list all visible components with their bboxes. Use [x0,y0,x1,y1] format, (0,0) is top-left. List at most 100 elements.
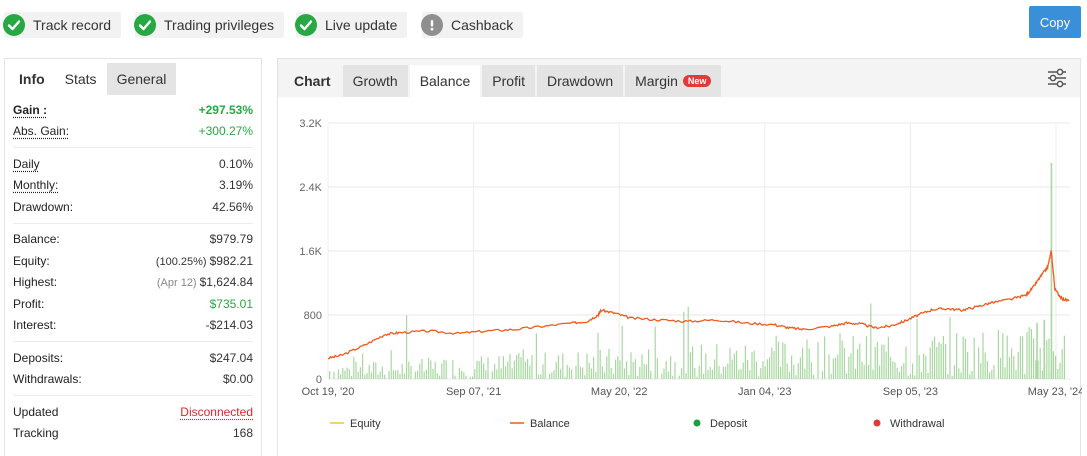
volume-bar [1052,351,1054,379]
volume-bar [804,368,806,379]
volume-bar [747,359,749,379]
stat-equity: Equity: (100.25%) $982.21 [13,250,253,272]
stat-value: 3.19% [218,178,253,193]
volume-bar [667,371,669,379]
volume-bar [436,373,438,379]
stat-label: Balance: [13,232,60,247]
stat-interest: Interest: -$214.03 [13,315,253,337]
volume-bar [461,370,463,379]
volume-bar [993,364,995,379]
volume-bar [531,355,533,379]
volume-bar [491,371,493,379]
tab-profit[interactable]: Profit [482,65,535,97]
volume-bar [494,364,496,379]
volume-bar [337,369,339,379]
stat-label: Interest: [13,318,57,333]
volume-bar [1063,335,1065,379]
volume-bar [685,373,687,379]
y-tick-label: 800 [304,310,322,322]
volume-bar [588,362,590,379]
volume-bar [562,353,564,379]
volume-bar [683,311,685,379]
tab-growth[interactable]: Growth [342,65,408,97]
stat-value: +297.53% [198,102,253,117]
volume-bar [560,369,562,379]
volume-bar [769,357,771,379]
badge-track-record[interactable]: Track record [3,12,122,38]
volume-bar [342,367,344,379]
status-badge[interactable]: Disconnected [180,404,253,419]
stat-label: Tracking [13,426,59,441]
tab-drawdown[interactable]: Drawdown [536,65,624,97]
stat-tracking: Tracking 168 [13,423,253,445]
volume-bar [368,364,370,379]
stat-label: Withdrawals: [13,372,82,387]
tab-balance[interactable]: Balance [409,65,481,97]
volume-bar [934,336,936,379]
stat-deposits: Deposits: $247.04 [13,347,253,369]
deposit-spike [1043,319,1046,379]
volume-bar [458,367,460,379]
tab-stats[interactable]: Stats [54,63,107,95]
volume-bar [938,342,940,379]
stat-label[interactable]: Daily [13,156,40,171]
volume-bar [595,372,597,379]
volume-bar [749,370,751,379]
stat-label[interactable]: Monthly: [13,178,59,193]
volume-bar [353,356,355,379]
volume-bar [795,375,797,379]
volume-bar [984,352,986,379]
balance-line [328,249,1070,360]
volume-bar [1057,368,1059,379]
tab-general[interactable]: General [106,63,177,95]
volume-bar [544,352,546,379]
stat-label: Drawdown: [13,199,74,214]
volume-bar [441,363,443,379]
volume-bar [914,375,916,379]
volume-bar [936,346,938,379]
volume-bar [725,366,727,379]
volume-bar [557,355,559,379]
tab-margin[interactable]: Margin New [625,65,722,97]
volume-bar [513,360,515,379]
volume-bar [1039,348,1041,379]
volume-bar [604,372,606,379]
volume-bar [780,366,782,379]
tab-info[interactable]: Info [9,63,55,95]
check-icon [3,14,25,36]
badge-live-update[interactable]: Live update [295,12,408,38]
volume-bar [964,338,966,379]
volume-bar [377,374,379,379]
volume-bar [1000,357,1002,379]
volume-bar [903,363,905,379]
volume-bar [980,363,982,379]
legend-marker [873,419,881,427]
divider [13,147,253,148]
settings-sliders-icon[interactable] [1046,67,1068,89]
volume-bar [621,325,623,379]
volume-bar [650,370,652,379]
stat-daily: Daily 0.10% [13,153,253,175]
volume-bar [865,336,867,379]
volume-bar [810,362,812,379]
volume-bar [707,370,709,379]
copy-button[interactable]: Copy [1029,6,1081,38]
volume-bar [582,367,584,379]
volume-bar [894,362,896,379]
volume-bar [1041,370,1043,379]
volume-bar [608,348,610,379]
badge-cashback[interactable]: Cashback [421,12,524,38]
volume-bar [848,356,850,379]
volume-bar [850,353,852,379]
stat-label[interactable]: Abs. Gain: [13,124,70,139]
badge-trading-privileges[interactable]: Trading privileges [134,12,284,38]
volume-bar [841,340,843,379]
volume-bar [714,359,716,379]
volume-bar [720,373,722,379]
volume-bar [1006,335,1008,379]
volume-bar [428,357,430,379]
volume-bar [1004,367,1006,379]
stat-label[interactable]: Gain : [13,102,48,117]
stat-highest: Highest: (Apr 12) $1,624.84 [13,272,253,294]
volume-bar [553,370,555,379]
